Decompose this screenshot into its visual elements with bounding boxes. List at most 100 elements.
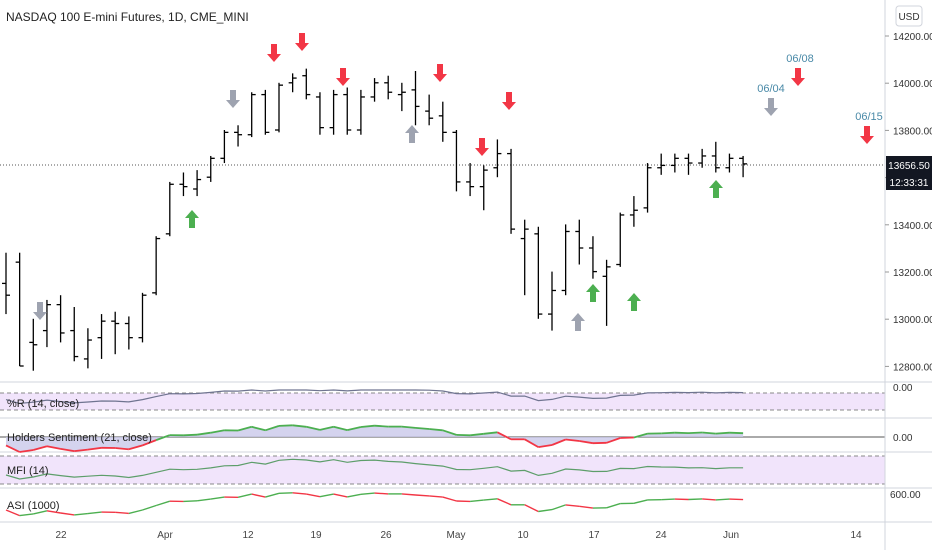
asi-segment (402, 494, 416, 495)
price-bar[interactable] (657, 154, 665, 175)
price-bars[interactable] (2, 69, 747, 371)
asi-segment (156, 501, 170, 505)
price-bar[interactable] (589, 236, 597, 278)
price-bar[interactable] (371, 78, 379, 102)
price-bar[interactable] (685, 154, 693, 175)
price-bar[interactable] (166, 182, 174, 236)
price-bar[interactable] (562, 224, 570, 295)
price-bar[interactable] (2, 253, 10, 314)
asi-segment (197, 499, 211, 501)
asi-segment (702, 499, 716, 500)
time-tick-label: Apr (157, 530, 173, 541)
holders-sentiment-segment (183, 435, 197, 436)
price-bar[interactable] (139, 293, 147, 343)
price-bar[interactable] (439, 102, 447, 142)
bear-arrow-icon (791, 68, 805, 86)
price-bar[interactable] (534, 227, 542, 319)
chart-title: NASDAQ 100 E-mini Futures, 1D, CME_MINI (6, 10, 249, 24)
price-bar[interactable] (16, 253, 24, 366)
asi-segment (306, 494, 320, 497)
price-bar[interactable] (29, 319, 37, 371)
price-bar[interactable] (43, 300, 51, 347)
price-bar[interactable] (575, 220, 583, 265)
price-bar[interactable] (603, 260, 611, 326)
holders-sentiment-segment (716, 433, 730, 434)
price-bar[interactable] (712, 142, 720, 173)
asi-segment (61, 513, 75, 515)
neutral-arrow-icon (405, 125, 419, 143)
price-bar[interactable] (275, 83, 283, 133)
price-bar[interactable] (289, 73, 297, 92)
price-bar[interactable] (70, 307, 78, 361)
price-bar[interactable] (548, 272, 556, 331)
price-bar[interactable] (261, 90, 269, 135)
price-bar[interactable] (493, 139, 501, 177)
price-tick-label: 12800.00 (893, 362, 932, 373)
price-bar[interactable] (234, 125, 242, 146)
price-bar[interactable] (452, 130, 460, 191)
indicator-label-mfi[interactable]: MFI (14) (7, 465, 49, 477)
asi-segment (279, 493, 293, 494)
price-bar[interactable] (671, 154, 679, 173)
time-tick-label: 26 (380, 530, 392, 541)
price-bar[interactable] (125, 316, 133, 349)
neutral-arrow-icon (226, 90, 240, 108)
price-tick-label: 13800.00 (893, 126, 932, 137)
bear-arrow-icon (502, 92, 516, 110)
price-bar[interactable] (179, 172, 187, 196)
holders-sentiment-segment (620, 438, 634, 439)
indicator-label-holders-sentiment[interactable]: Holders Sentiment (21, close) (7, 432, 152, 444)
asi-segment (579, 506, 593, 508)
price-bar[interactable] (316, 92, 324, 134)
asi-segment (88, 512, 102, 514)
price-bar[interactable] (616, 213, 624, 267)
price-bar[interactable] (644, 163, 652, 213)
price-bar[interactable] (507, 149, 515, 234)
asi-segment (443, 497, 457, 501)
price-bar[interactable] (152, 236, 160, 295)
price-bar[interactable] (84, 328, 92, 368)
bear-arrow-icon (475, 138, 489, 156)
asi-segment (689, 499, 703, 500)
asi-segment (429, 496, 443, 497)
bear-arrow-icon (295, 33, 309, 51)
price-bar[interactable] (521, 220, 529, 296)
price-bar[interactable] (480, 165, 488, 210)
asi-segment (143, 506, 157, 511)
price-bar[interactable] (220, 130, 228, 163)
price-bar[interactable] (302, 69, 310, 100)
time-tick-label: 24 (655, 530, 667, 541)
indicator-label-williams-r[interactable]: %R (14, close) (7, 398, 79, 410)
asi-segment (74, 514, 88, 515)
price-bar[interactable] (57, 295, 65, 342)
price-bar[interactable] (384, 76, 392, 100)
price-bar[interactable] (412, 71, 420, 125)
asi-segment (661, 499, 675, 500)
neutral-arrow-icon (33, 302, 47, 320)
price-bar[interactable] (207, 156, 215, 182)
price-bar[interactable] (630, 196, 638, 227)
price-bar[interactable] (330, 90, 338, 135)
price-bar[interactable] (248, 92, 256, 137)
axis-value-williams-r: 0.00 (893, 383, 913, 394)
time-tick-label: 22 (55, 530, 67, 541)
price-bar[interactable] (739, 156, 747, 177)
indicator-label-asi[interactable]: ASI (1000) (7, 500, 60, 512)
price-bar[interactable] (193, 170, 201, 196)
price-bar[interactable] (357, 90, 365, 135)
price-bar[interactable] (725, 154, 733, 173)
price-bar[interactable] (466, 163, 474, 196)
price-bar[interactable] (425, 95, 433, 126)
price-bar[interactable] (398, 83, 406, 111)
asi-segment (470, 500, 484, 501)
asi-segment (729, 499, 743, 500)
holders-sentiment-segment (702, 433, 716, 434)
price-bar[interactable] (343, 88, 351, 135)
price-bar[interactable] (98, 314, 106, 359)
asi-segment (347, 494, 361, 497)
asi-segment (334, 494, 348, 497)
price-bar[interactable] (111, 312, 119, 354)
asi-segment (238, 494, 252, 497)
